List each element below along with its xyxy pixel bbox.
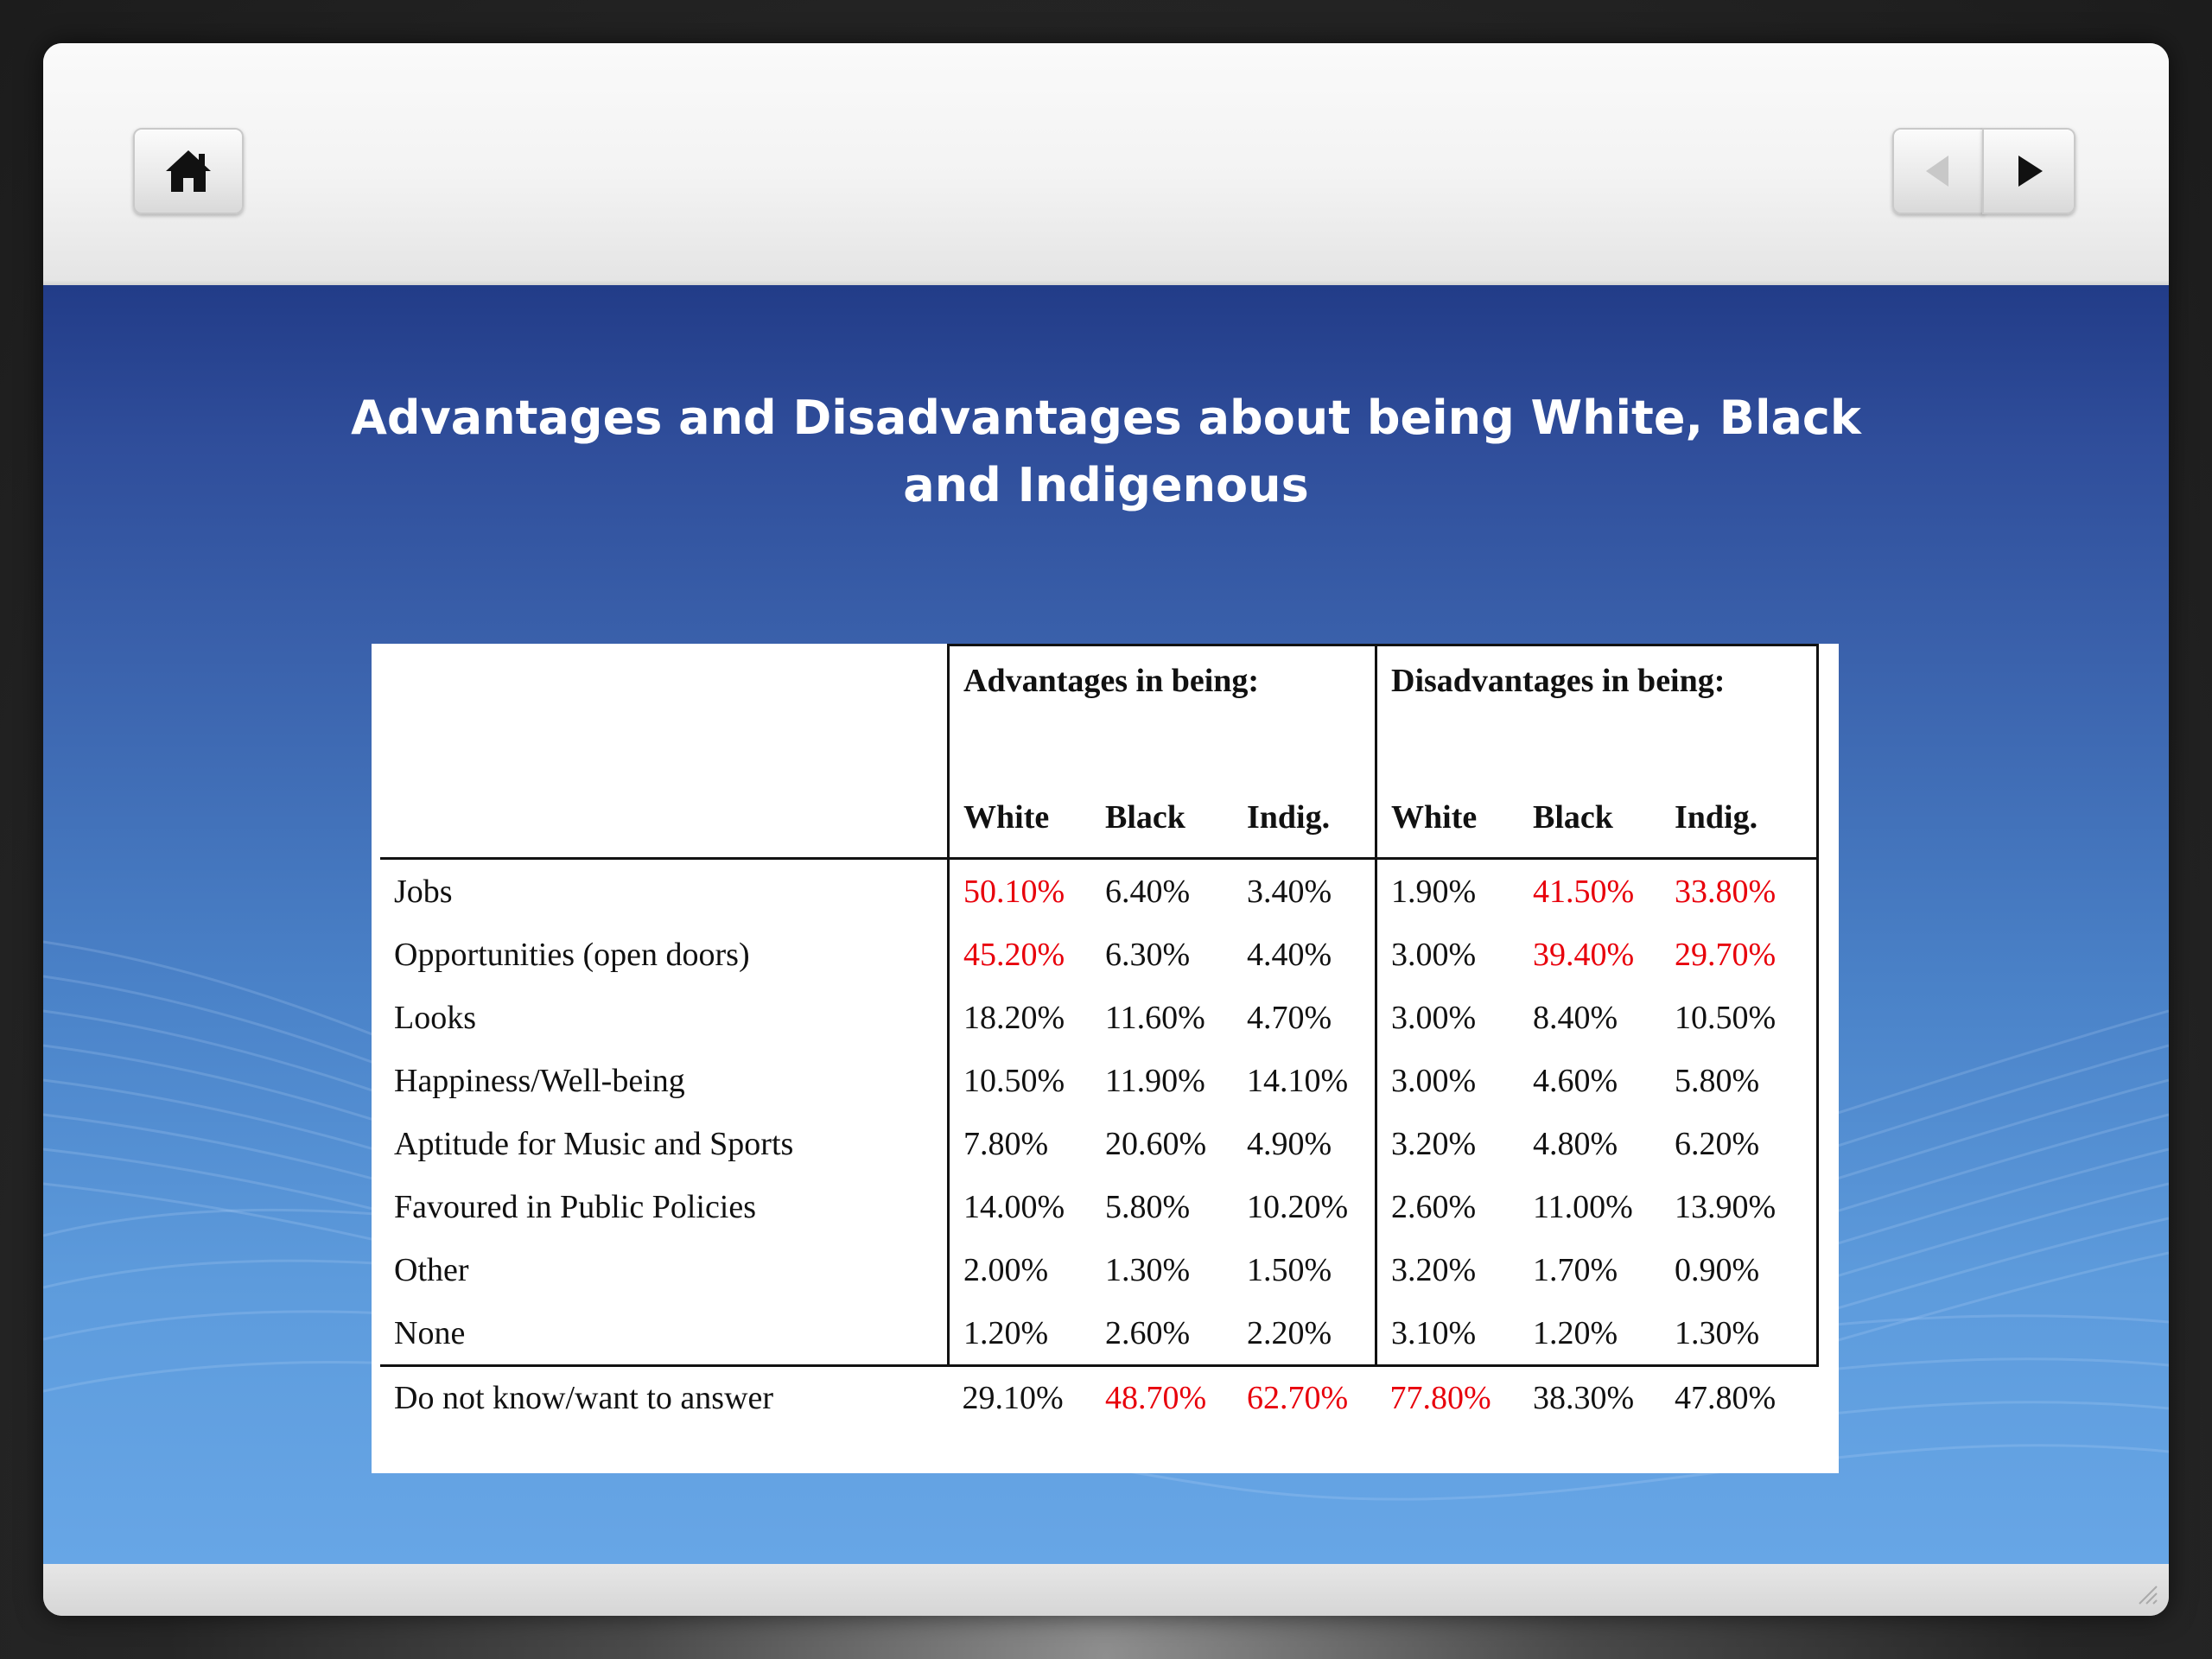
table-cell: 4.90% [1247,1125,1332,1162]
table-cell: 1.90% [1375,858,1519,923]
table-row: Happiness/Well-being 10.50% 11.90% 14.10% 3.… [380,1049,1819,1112]
table-cell: 3.00% [1375,923,1519,986]
home-button[interactable] [133,128,244,214]
top-toolbar [43,43,2169,285]
home-icon [166,150,211,192]
resize-grip-icon [2139,1586,2158,1605]
table-cell: 6.30% [1105,936,1191,973]
table-cell: 6.20% [1661,1112,1819,1175]
column-header: White [947,733,1091,860]
table-cell: 2.60% [1105,1314,1191,1351]
table-cell: 1.20% [947,1301,1091,1366]
table-cell: 33.80% [1661,858,1819,923]
table-cell: 50.10% [947,858,1091,923]
table-cell: 47.80% [1661,1364,1818,1429]
row-label: Aptitude for Music and Sports [394,1125,794,1162]
column-header: Black [1091,733,1233,860]
table-cell: 45.20% [947,923,1091,986]
table-cell: 7.80% [947,1112,1091,1175]
table-cell: 10.50% [1661,986,1819,1049]
table-cell: 48.70% [1091,1364,1233,1429]
row-label: Favoured in Public Policies [394,1188,757,1225]
row-label: Other [394,1251,469,1288]
table-cell: 11.60% [1105,999,1205,1036]
table-cell: 10.50% [947,1049,1091,1112]
table-cell: 3.00% [1375,1049,1519,1112]
table-cell: 29.70% [1661,923,1819,986]
table-row: Favoured in Public Policies 14.00% 5.80% 10… [380,1175,1819,1238]
table-row: Opportunities (open doors) 45.20% 6.30% 4.4… [380,923,1819,986]
column-header: Black [1519,733,1661,860]
table-cell: 11.90% [1105,1062,1205,1099]
table-cell: 1.20% [1533,1314,1618,1351]
triangle-left-icon [1926,156,1948,187]
table-cell: 62.70% [1233,1364,1376,1429]
table-cell: 13.90% [1661,1175,1819,1238]
table-row: None 1.20% 2.60% 2.20% 3.10% 1.20% 1.30% [380,1301,1819,1366]
column-header: Indig. [1233,733,1376,860]
disadvantages-group-header: Disadvantages in being: [1375,644,1819,733]
table-cell: 1.30% [1661,1301,1819,1366]
table-cell: 2.20% [1247,1314,1332,1351]
table-cell: 5.80% [1661,1049,1819,1112]
presentation-window: Advantages and Disadvantages about being… [43,43,2169,1616]
table-row: Do not know/want to answer 29.10% 48.70% 62… [380,1364,1818,1429]
table-cell: 1.50% [1247,1251,1332,1288]
table-cell: 3.10% [1375,1301,1519,1366]
slide-title: Advantages and Disadvantages about being… [351,391,1861,512]
table-cell: 4.80% [1533,1125,1618,1162]
row-label: Do not know/want to answer [380,1364,949,1429]
row-label: None [394,1314,466,1351]
table-cell: 4.60% [1533,1062,1618,1099]
advantages-group-header: Advantages in being: [947,644,1376,733]
table-panel: Advantages in being: Disadvantages in be… [372,644,1839,1473]
table-cell: 2.00% [947,1238,1091,1301]
table-cell: 20.60% [1105,1125,1207,1162]
table-cell: 14.00% [947,1175,1091,1238]
slide-content: Advantages and Disadvantages about being… [43,285,2169,1564]
table-cell: 3.20% [1375,1112,1519,1175]
table-cell: 3.40% [1247,873,1332,910]
row-label: Looks [394,999,476,1036]
table-row: Other 2.00% 1.30% 1.50% 3.20% 1.70% 0.90% [380,1238,1819,1301]
table-cell: 29.10% [948,1364,1091,1429]
table-cell: 0.90% [1661,1238,1819,1301]
data-table: Advantages in being: Disadvantages in be… [380,644,1819,1429]
column-header: White [1375,733,1519,860]
bottom-bar [43,1564,2169,1616]
table-cell: 1.30% [1105,1251,1191,1288]
table-cell: 5.80% [1105,1188,1191,1225]
table-row: Aptitude for Music and Sports 7.80% 20.60%… [380,1112,1819,1175]
table-cell: 18.20% [947,986,1091,1049]
row-label: Opportunities (open doors) [394,936,750,973]
column-header: Indig. [1661,733,1819,860]
table-cell: 2.60% [1375,1175,1519,1238]
table-cell: 41.50% [1533,873,1635,910]
next-slide-button[interactable] [1982,128,2075,214]
slide-navigation [1892,128,2075,214]
table-cell: 14.10% [1247,1062,1349,1099]
table-cell: 3.20% [1375,1238,1519,1301]
triangle-right-icon [2018,156,2043,187]
table-cell: 11.00% [1533,1188,1633,1225]
table-row: Jobs 50.10% 6.40% 3.40% 1.90% 41.50% 33.80% [380,858,1819,923]
row-label: Happiness/Well-being [394,1062,685,1099]
previous-slide-button[interactable] [1892,128,1984,214]
table-cell: 3.00% [1375,986,1519,1049]
table-row: Looks 18.20% 11.60% 4.70% 3.00% 8.40% 10.50% [380,986,1819,1049]
table-cell: 6.40% [1105,873,1191,910]
table-cell: 77.80% [1376,1364,1519,1429]
row-label: Jobs [394,873,453,910]
table-cell: 1.70% [1533,1251,1618,1288]
table-cell: 38.30% [1519,1364,1661,1429]
table-cell: 10.20% [1247,1188,1349,1225]
table-cell: 4.70% [1247,999,1332,1036]
table-cell: 8.40% [1533,999,1618,1036]
table-cell: 39.40% [1533,936,1635,973]
table-cell: 4.40% [1247,936,1332,973]
